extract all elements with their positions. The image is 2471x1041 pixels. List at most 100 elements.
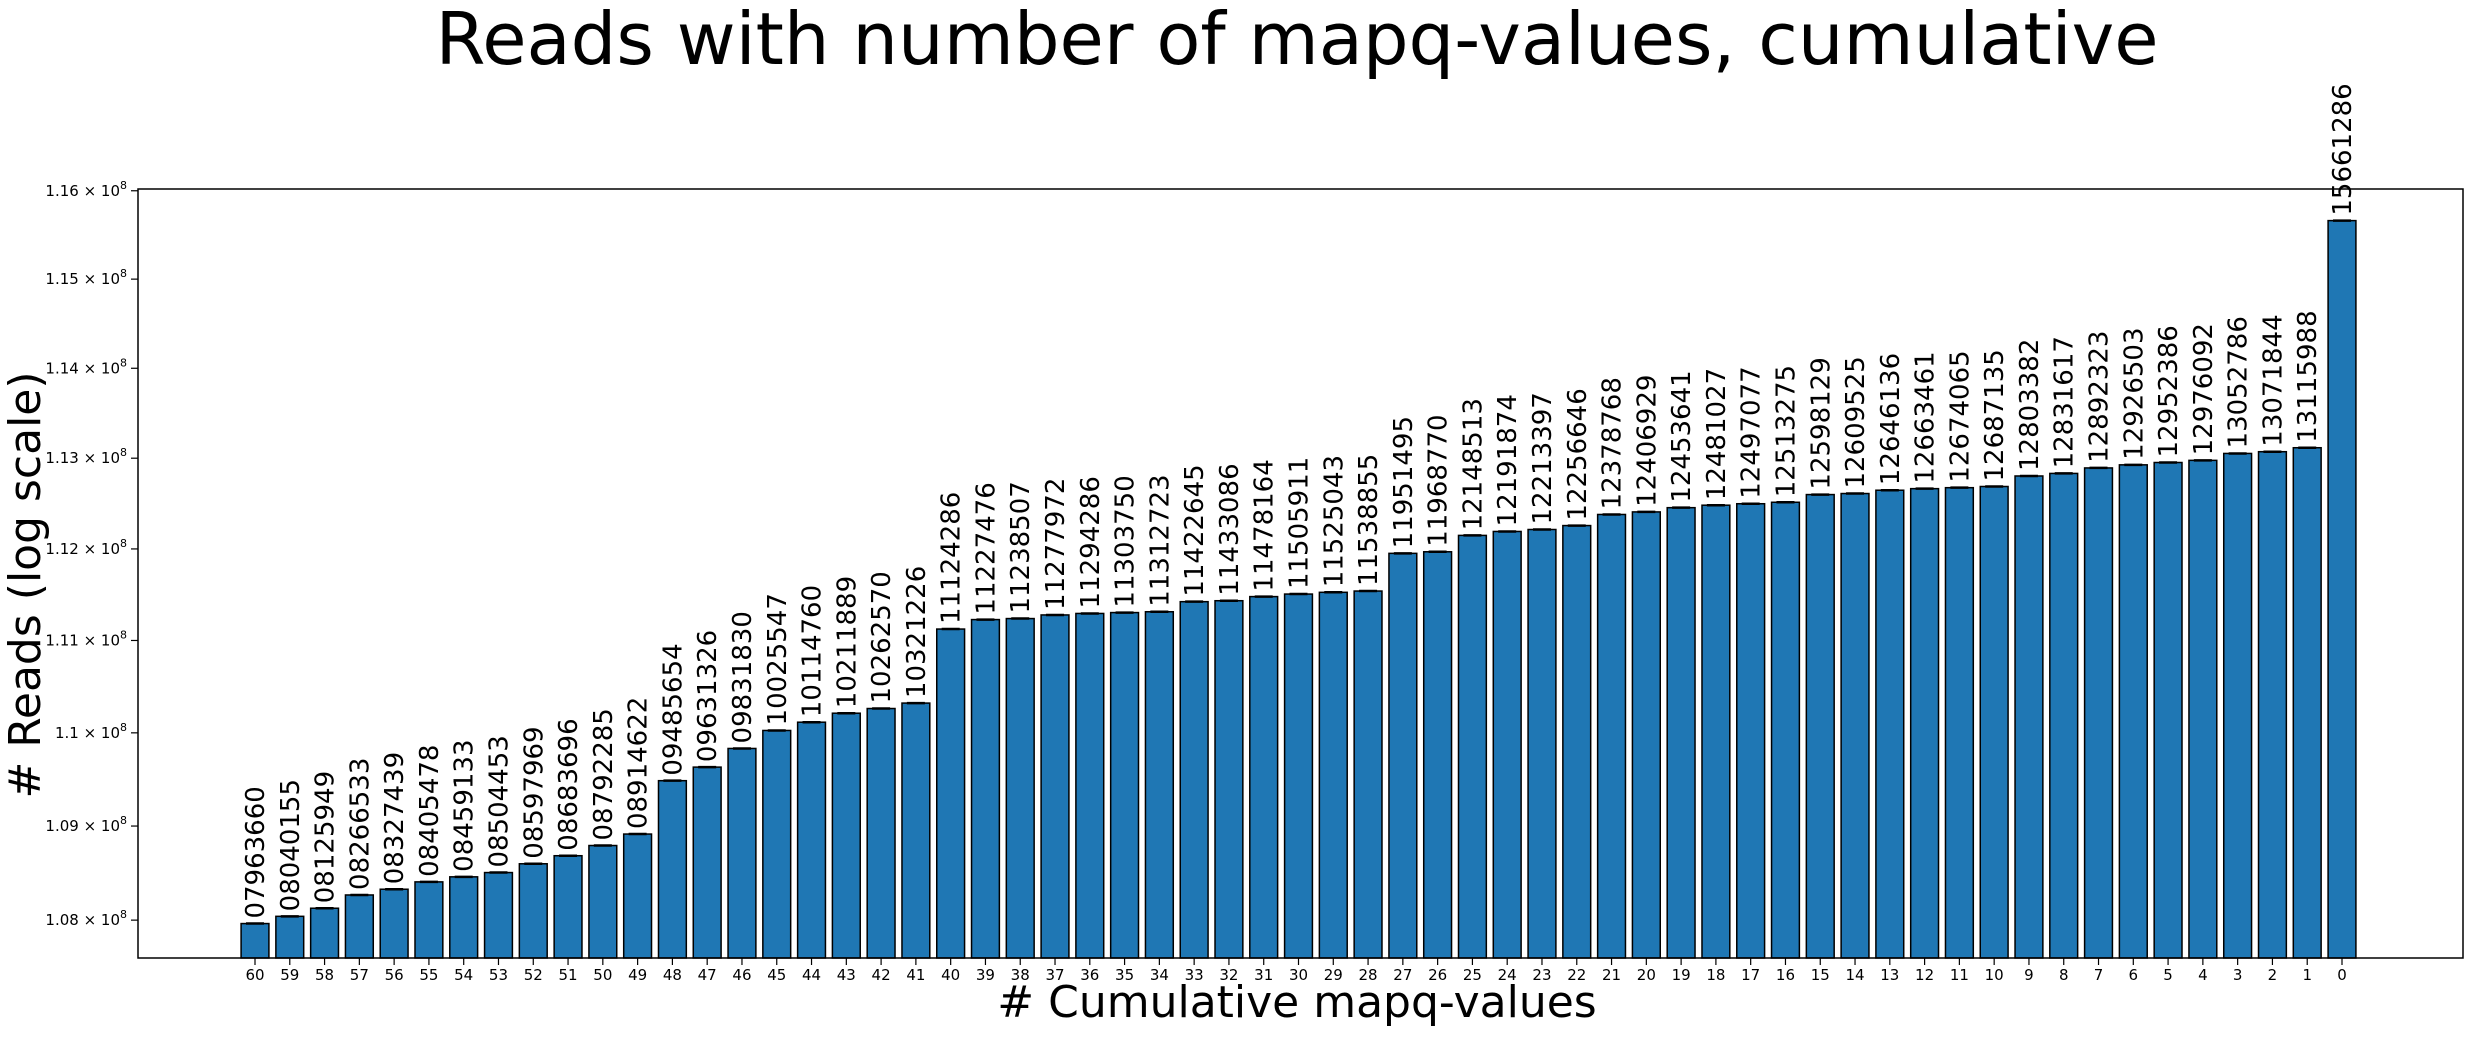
x-tick-label: 50 [593,966,612,984]
bar [275,915,305,959]
bar [1214,599,1244,959]
x-tick-label: 1 [2302,966,2312,984]
bar [727,747,757,959]
bar [936,628,966,959]
bar-value-label: 08459133 [450,739,480,871]
x-tick-label: 38 [1011,966,1030,984]
bar-value-label: 13052786 [2224,316,2254,448]
y-tick-label: 1.14 × 108 [45,356,127,377]
bar [657,779,688,959]
bar-value-label: 08597969 [519,726,549,858]
x-tick-label: 45 [767,966,786,984]
bar [2257,450,2288,959]
bar [309,907,340,959]
bar [1666,506,1696,959]
x-tick-label: 5 [2163,966,2173,984]
chart-title: Reads with number of mapq-values, cumula… [435,0,2158,81]
x-tick-label: 28 [1359,966,1378,984]
y-tick-label: 1.1 × 108 [55,721,127,742]
bar-value-label: 08504453 [484,735,514,867]
x-tick-label: 30 [1289,966,1308,984]
bar [1770,501,1801,959]
x-tick-label: 14 [1845,966,1864,984]
x-tick-label: 12 [1915,966,1934,984]
bar-value-label: 12378768 [1598,377,1628,509]
bar-value-label: 10025547 [763,593,793,725]
x-tick-label: 11 [1950,966,1969,984]
bar [1388,552,1418,959]
bar-value-label: 08040155 [276,779,306,911]
bar-value-label: 11124286 [937,492,967,624]
bar-value-label: 08914622 [624,697,654,829]
bar [1492,530,1522,959]
x-tick-label: 57 [350,966,369,984]
x-tick-label: 36 [1080,966,1099,984]
bar [1736,502,1766,959]
x-tick-label: 3 [2233,966,2243,984]
bar [379,888,409,959]
x-tick-label: 51 [559,966,578,984]
x-tick-label: 40 [941,966,960,984]
bar-value-label: 12148513 [1458,398,1488,530]
x-tick-label: 47 [698,966,717,984]
bar [1596,513,1627,959]
x-tick-label: 49 [628,966,647,984]
bar [588,844,618,959]
x-tick-label: 53 [489,966,508,984]
bar-value-label: 12831617 [2050,336,2080,468]
bar-value-label: 08125949 [311,771,341,903]
bar [1840,492,1870,959]
bar [2118,464,2148,959]
x-tick-label: 26 [1428,966,1447,984]
x-tick-label: 20 [1637,966,1656,984]
bar [344,894,375,959]
bar [692,766,722,959]
bar [1805,493,1835,959]
bar-value-label: 08792285 [589,708,619,840]
bar [483,871,514,959]
bar-value-label: 10114760 [798,585,828,717]
bar [1944,486,1975,959]
x-tick-label: 42 [872,966,891,984]
y-tick-label: 1.13 × 108 [45,446,127,467]
x-tick-label: 19 [1672,966,1691,984]
bar [1040,614,1070,959]
bar-value-label: 12453641 [1667,370,1697,502]
x-tick-label: 48 [663,966,682,984]
bar-value-label: 12926503 [2119,327,2149,459]
bar-value-label: 12406929 [1632,375,1662,507]
bar [2327,219,2357,959]
bar [1701,504,1731,959]
bar-value-label: 12513275 [1771,365,1801,497]
x-tick-label: 46 [732,966,751,984]
x-axis-label: # Cumulative mapq-values [997,977,1596,1028]
bar-value-label: 12256646 [1563,388,1593,520]
bar-value-label: 07963660 [241,786,271,918]
bar-value-label: 12646136 [1876,353,1906,485]
bar-value-label: 12952386 [2154,325,2184,457]
x-tick-label: 41 [906,966,925,984]
bar-value-label: 12213397 [1528,392,1558,524]
x-tick-label: 0 [2337,966,2347,984]
bar-value-label: 11294286 [1076,476,1106,608]
bar [1283,593,1314,959]
x-tick-label: 43 [837,966,856,984]
x-tick-label: 16 [1776,966,1795,984]
bar-labels-group: 07963660 08040155 08125949 08266533 08327439… [241,83,2358,918]
x-tick-label: 15 [1811,966,1830,984]
x-tick-label: 13 [1880,966,1899,984]
bar-value-label: 12803382 [2015,339,2045,471]
x-tick-label: 59 [280,966,299,984]
bar-value-label: 11422645 [1180,464,1210,596]
bar-value-label: 12892323 [2085,331,2115,463]
bar [2153,461,2183,959]
bar-value-label: 08683696 [554,718,584,850]
bar-value-label: 13071844 [2258,314,2288,446]
y-ticks-group: 1.08 × 108 1.09 × 108 1.1 × 108 1.11 × 108 1… [45,179,138,929]
x-tick-label: 29 [1324,966,1343,984]
bar [901,702,931,959]
bar [414,881,444,959]
y-tick-label: 1.08 × 108 [45,908,127,929]
x-tick-label: 9 [2024,966,2034,984]
